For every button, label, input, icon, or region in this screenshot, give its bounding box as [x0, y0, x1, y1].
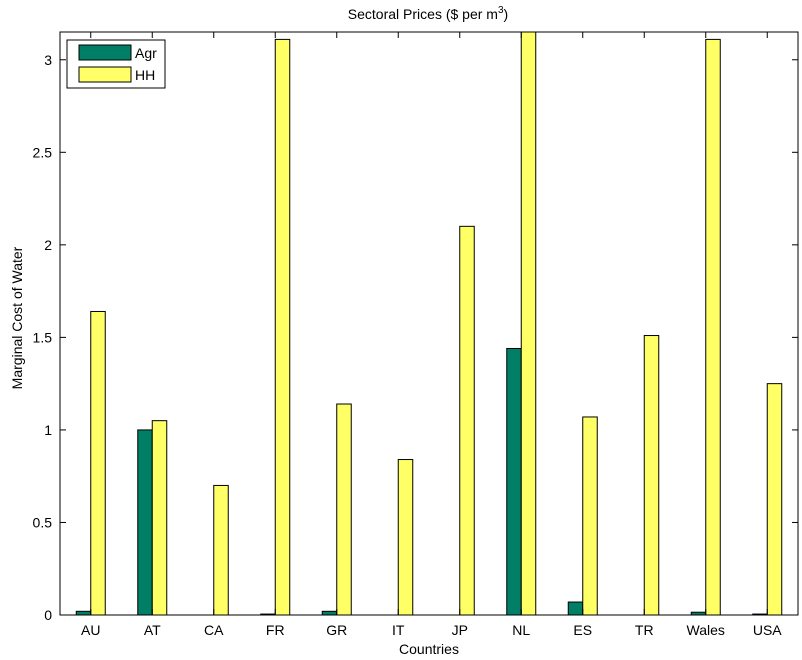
bar-hh-it — [397, 459, 414, 616]
x-tick-label: AU — [81, 622, 100, 638]
bar-agr-at — [137, 429, 153, 616]
x-tick-label: IT — [392, 622, 405, 638]
bar-hh-usa — [766, 383, 783, 616]
plot-area — [59, 31, 799, 616]
bars-layer — [75, 31, 783, 616]
y-tick-label: 2 — [44, 237, 52, 253]
y-tick-label: 2.5 — [33, 144, 53, 160]
x-tick-label: GR — [326, 622, 347, 638]
bar-agr-es — [567, 601, 584, 616]
y-tick-label: 0 — [44, 607, 52, 623]
bar-agr-au — [75, 610, 92, 616]
bar-agr-fr — [260, 613, 276, 616]
x-tick-label: TR — [635, 622, 654, 638]
x-tick-label: AT — [144, 622, 161, 638]
x-tick-label: Wales — [687, 622, 725, 638]
y-tick-label: 0.5 — [33, 514, 53, 530]
chart-title: Sectoral Prices ($ per m3) — [348, 5, 508, 22]
legend-swatch-agr — [78, 44, 132, 61]
bar-hh-ca — [213, 484, 229, 616]
legend-label-agr: Agr — [135, 45, 157, 61]
y-tick-label: 1 — [44, 422, 52, 438]
bar-hh-fr — [274, 38, 291, 616]
y-axis-label: Marginal Cost of Water — [9, 246, 25, 389]
y-tick-label: 3 — [44, 52, 52, 68]
x-tick-label: CA — [204, 622, 224, 638]
y-tick-label: 1.5 — [33, 329, 53, 345]
x-tick-label: NL — [512, 622, 530, 638]
bar-hh-at — [151, 420, 168, 616]
bar-hh-tr — [643, 335, 660, 616]
x-tick-label: ES — [573, 622, 592, 638]
bar-agr-usa — [752, 613, 768, 616]
x-tick-label: FR — [266, 622, 285, 638]
bar-hh-wales — [705, 38, 721, 616]
x-axis-ticks: AU AT CA FR GR IT JP NL ES TR Wales USA — [81, 32, 782, 638]
x-axis-label: Countries — [399, 641, 459, 657]
y-axis-ticks: 0 0.5 1 1.5 2 2.5 3 — [33, 52, 798, 623]
x-tick-label: USA — [753, 622, 782, 638]
legend: Agr HH — [66, 39, 166, 89]
bar-agr-wales — [690, 611, 707, 616]
bar-hh-au — [90, 310, 106, 616]
legend-swatch-hh — [78, 66, 132, 83]
bar-hh-es — [582, 416, 598, 616]
legend-label-hh: HH — [135, 67, 155, 83]
bar-agr-nl — [506, 347, 522, 616]
bar-hh-nl — [520, 31, 537, 616]
bar-hh-jp — [459, 225, 475, 616]
bar-agr-gr — [321, 610, 338, 616]
x-tick-label: JP — [452, 622, 468, 638]
bar-hh-gr — [336, 403, 352, 616]
